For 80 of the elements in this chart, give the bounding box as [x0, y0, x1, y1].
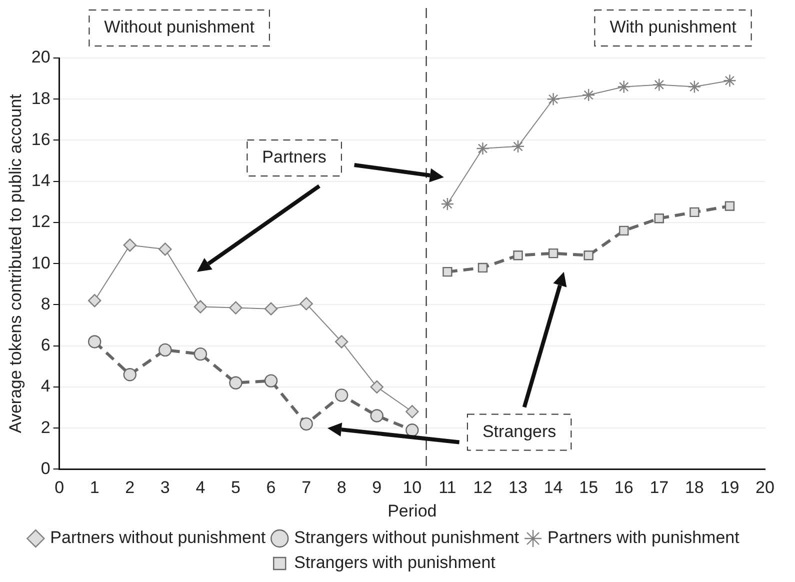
point	[158, 242, 172, 256]
point	[690, 207, 700, 218]
text: With punishment	[610, 18, 737, 37]
x-tick-label: 17	[650, 478, 669, 498]
point	[513, 250, 523, 260]
x-tick-label: 19	[720, 478, 740, 498]
x-tick-label: 10	[402, 478, 422, 498]
y-tick-label: 0	[40, 458, 50, 478]
point	[334, 335, 348, 348]
point	[264, 374, 278, 388]
x-tick-label: 3	[160, 478, 170, 498]
point	[88, 335, 102, 348]
point	[88, 294, 102, 308]
point	[370, 409, 384, 422]
point	[406, 424, 419, 437]
x-tick-label: 6	[266, 478, 276, 498]
y-tick-label: 8	[40, 294, 50, 314]
x-tick-label: 14	[544, 478, 563, 498]
y-axis-title: Average tokens contributed to public account	[6, 94, 25, 434]
y-tick-label: 4	[40, 376, 50, 396]
x-tick-label: 8	[336, 478, 346, 498]
legend-label: Partners with punishment	[548, 528, 740, 548]
point	[123, 238, 136, 252]
point	[229, 376, 242, 390]
point	[158, 343, 172, 357]
point	[300, 297, 313, 310]
point	[724, 201, 735, 211]
x-tick-label: 13	[508, 478, 528, 498]
text: Without punishment	[104, 18, 255, 37]
legend-label: Partners without punishment	[50, 528, 266, 548]
x-tick-label: 2	[125, 478, 135, 498]
x-tick-label: 11	[438, 478, 456, 498]
point	[194, 300, 208, 314]
point	[406, 405, 419, 418]
legend-label: Strangers without punishment	[294, 528, 520, 548]
point	[229, 301, 242, 314]
annotation: Partners	[262, 148, 326, 167]
point	[582, 88, 596, 102]
annotation: Strangers	[482, 422, 556, 441]
y-tick-label: 10	[31, 253, 50, 272]
point	[440, 197, 454, 211]
y-tick-label: 14	[31, 171, 50, 190]
point	[264, 302, 278, 316]
point	[546, 92, 560, 106]
y-tick-label: 12	[31, 212, 50, 232]
point	[334, 388, 348, 402]
point	[511, 140, 525, 154]
point	[194, 347, 208, 361]
x-tick-label: 4	[196, 478, 206, 498]
point	[548, 248, 558, 258]
point	[584, 250, 594, 260]
point	[370, 380, 384, 394]
y-tick-label: 18	[31, 88, 50, 108]
x-axis-title: Period	[388, 501, 437, 520]
point	[619, 226, 629, 236]
legend-label: Strangers with punishment	[294, 553, 496, 572]
point	[688, 80, 702, 94]
x-tick-label: 15	[579, 478, 598, 498]
x-tick-label: 18	[684, 478, 704, 498]
x-tick-label: 5	[231, 478, 240, 498]
point	[652, 78, 666, 92]
point	[300, 417, 313, 431]
point	[723, 74, 736, 88]
y-tick-label: 2	[40, 418, 50, 437]
x-tick-label: 16	[614, 478, 634, 498]
point	[442, 266, 452, 277]
y-tick-label: 6	[40, 336, 50, 355]
x-tick-label: 0	[54, 478, 64, 498]
x-tick-label: 20	[756, 478, 774, 498]
point	[617, 80, 630, 94]
x-tick-label: 1	[90, 478, 100, 498]
y-tick-label: 16	[31, 130, 50, 149]
point	[476, 142, 490, 156]
x-tick-label: 12	[473, 478, 492, 498]
x-tick-label: 9	[372, 478, 382, 498]
point	[654, 214, 664, 224]
point	[478, 262, 488, 273]
y-tick-label: 20	[31, 48, 50, 67]
point	[123, 368, 136, 382]
x-tick-label: 7	[302, 478, 312, 498]
